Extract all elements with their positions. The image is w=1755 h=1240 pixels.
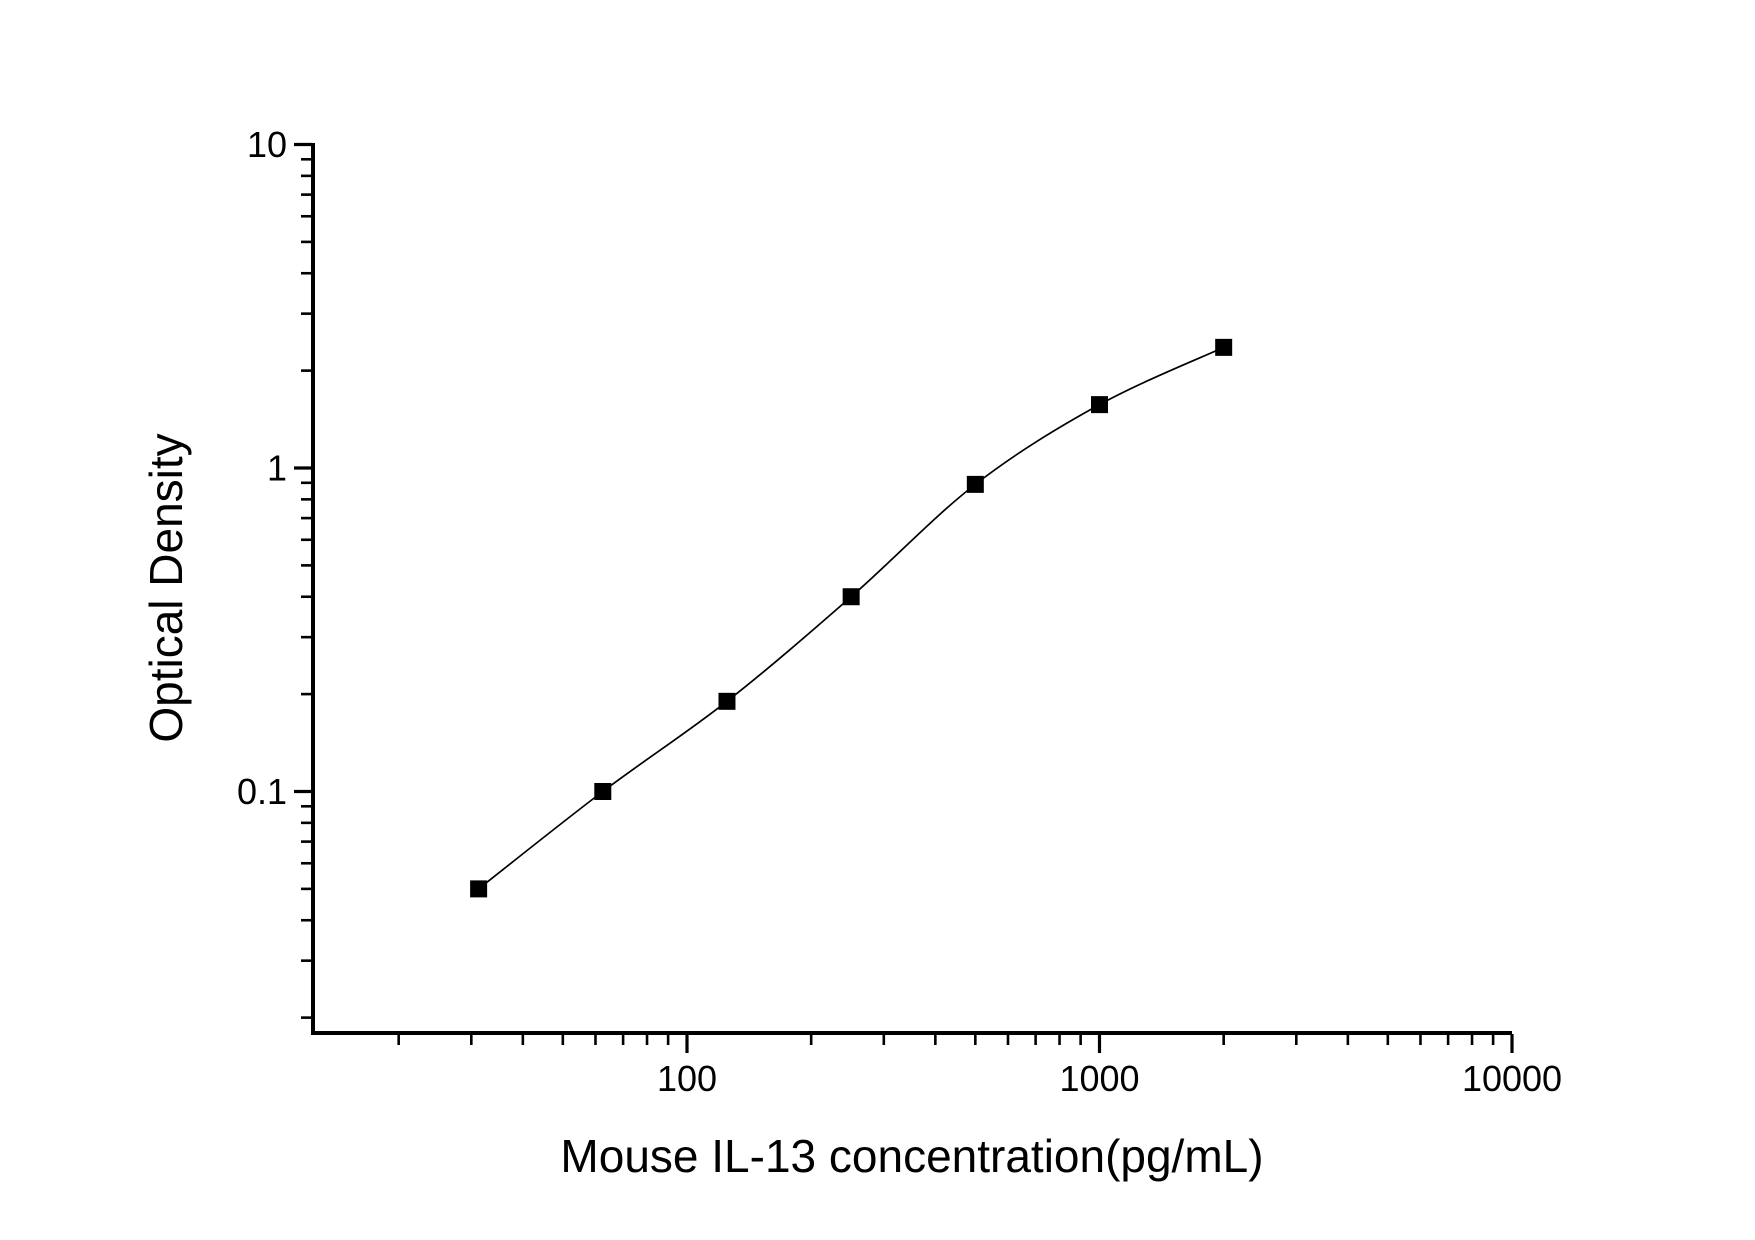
x-tick-label: 1000 — [1059, 1058, 1139, 1099]
data-point-marker — [594, 783, 612, 800]
axis-spine — [311, 143, 1512, 1035]
y-axis-title: Optical Density — [140, 433, 192, 742]
standard-curve-line — [478, 346, 1225, 890]
x-tick-label: 10000 — [1462, 1058, 1562, 1099]
x-axis-title: Mouse IL-13 concentration(pg/mL) — [560, 1130, 1263, 1182]
y-tick-label: 1 — [267, 448, 287, 489]
data-point-marker — [1215, 338, 1233, 356]
y-tick-label: 10 — [247, 124, 287, 165]
x-tick-label: 100 — [657, 1058, 717, 1099]
y-tick-label: 0.1 — [237, 771, 287, 812]
data-point-marker — [966, 475, 984, 493]
data-point-marker — [1091, 396, 1108, 414]
data-point-marker — [718, 692, 736, 710]
data-point-marker — [470, 880, 488, 898]
data-point-marker — [842, 588, 860, 606]
